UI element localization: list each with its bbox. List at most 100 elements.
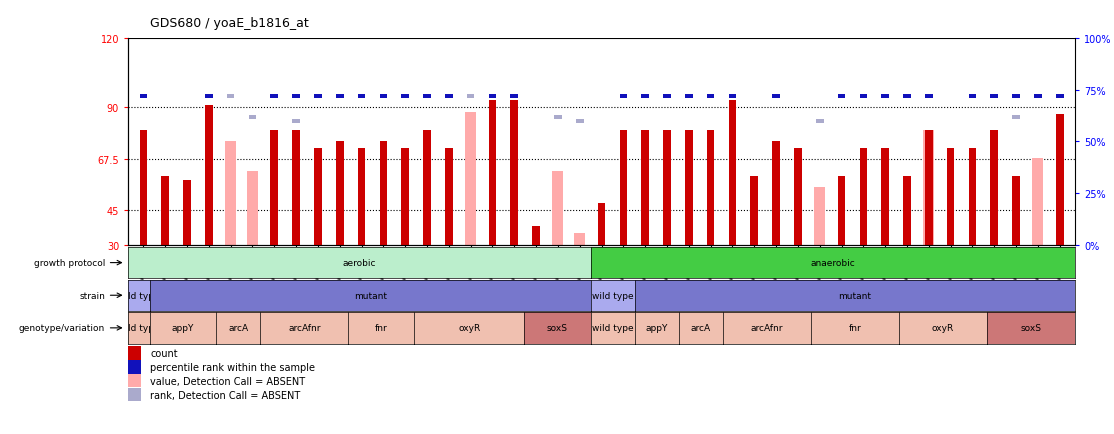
- Text: arcAfnr: arcAfnr: [289, 324, 321, 332]
- Bar: [751, 177, 759, 245]
- Bar: [706, 131, 714, 245]
- Bar: [336, 95, 343, 99]
- Bar: [925, 131, 932, 245]
- Bar: [205, 105, 213, 245]
- Bar: [1034, 95, 1042, 99]
- Text: mutant: mutant: [354, 291, 387, 300]
- Text: genotype/variation: genotype/variation: [19, 324, 105, 332]
- Text: wild type: wild type: [118, 291, 160, 300]
- Bar: [729, 101, 736, 245]
- Bar: [380, 142, 388, 245]
- Bar: [815, 119, 823, 124]
- Bar: [881, 95, 889, 99]
- Bar: [685, 95, 693, 99]
- Bar: [598, 204, 605, 245]
- Bar: [1056, 115, 1064, 245]
- Bar: [466, 112, 476, 245]
- Bar: [227, 95, 234, 99]
- Bar: [510, 101, 518, 245]
- Bar: [990, 95, 998, 99]
- Bar: [924, 131, 935, 245]
- Bar: [1013, 177, 1020, 245]
- Bar: [772, 142, 780, 245]
- Bar: [969, 95, 976, 99]
- Bar: [139, 131, 147, 245]
- Bar: [510, 95, 518, 99]
- Bar: [444, 149, 452, 245]
- Text: wild type: wild type: [592, 291, 634, 300]
- Text: wild type: wild type: [592, 324, 634, 332]
- Bar: [423, 131, 431, 245]
- Bar: [1013, 95, 1020, 99]
- Text: strain: strain: [79, 291, 105, 300]
- Bar: [248, 115, 256, 119]
- Bar: [903, 95, 911, 99]
- Bar: [814, 188, 825, 245]
- Bar: [881, 149, 889, 245]
- Text: wild type: wild type: [118, 324, 160, 332]
- Bar: [532, 227, 540, 245]
- Bar: [336, 142, 343, 245]
- Bar: [467, 95, 475, 99]
- Bar: [947, 149, 955, 245]
- Text: value, Detection Call = ABSENT: value, Detection Call = ABSENT: [150, 376, 305, 386]
- Bar: [772, 95, 780, 99]
- Bar: [860, 149, 867, 245]
- Text: count: count: [150, 348, 178, 358]
- Text: appY: appY: [172, 324, 194, 332]
- Text: percentile rank within the sample: percentile rank within the sample: [150, 362, 315, 372]
- Bar: [489, 101, 497, 245]
- Bar: [205, 95, 213, 99]
- Bar: [838, 95, 846, 99]
- Bar: [247, 172, 258, 245]
- Text: arcAfnr: arcAfnr: [751, 324, 783, 332]
- Bar: [663, 95, 671, 99]
- Bar: [990, 131, 998, 245]
- Bar: [358, 95, 365, 99]
- Text: appY: appY: [645, 324, 667, 332]
- Bar: [183, 181, 190, 245]
- Text: fnr: fnr: [375, 324, 388, 332]
- Text: aerobic: aerobic: [343, 259, 377, 267]
- Bar: [576, 119, 584, 124]
- Bar: [225, 142, 236, 245]
- Bar: [663, 131, 671, 245]
- Bar: [292, 95, 300, 99]
- Text: anaerobic: anaerobic: [810, 259, 856, 267]
- Text: GDS680 / yoaE_b1816_at: GDS680 / yoaE_b1816_at: [150, 17, 310, 30]
- Bar: [423, 95, 431, 99]
- Bar: [685, 131, 693, 245]
- Bar: [489, 95, 497, 99]
- Bar: [292, 131, 300, 245]
- Bar: [575, 234, 585, 245]
- Bar: [706, 95, 714, 99]
- Text: soxS: soxS: [547, 324, 568, 332]
- Bar: [401, 149, 409, 245]
- Bar: [729, 95, 736, 99]
- Bar: [619, 95, 627, 99]
- Text: arcA: arcA: [691, 324, 711, 332]
- Text: growth protocol: growth protocol: [33, 259, 105, 267]
- Bar: [314, 149, 322, 245]
- Text: mutant: mutant: [839, 291, 871, 300]
- Text: arcA: arcA: [228, 324, 248, 332]
- Bar: [860, 95, 867, 99]
- Bar: [271, 95, 278, 99]
- Bar: [292, 119, 300, 124]
- Bar: [1033, 158, 1044, 245]
- Text: rank, Detection Call = ABSENT: rank, Detection Call = ABSENT: [150, 390, 301, 400]
- Bar: [358, 149, 365, 245]
- Bar: [642, 131, 649, 245]
- Bar: [553, 172, 564, 245]
- Text: fnr: fnr: [849, 324, 861, 332]
- Bar: [380, 95, 388, 99]
- Bar: [444, 95, 452, 99]
- Bar: [271, 131, 278, 245]
- Bar: [162, 177, 169, 245]
- Text: oxyR: oxyR: [931, 324, 954, 332]
- Bar: [838, 177, 846, 245]
- Bar: [642, 95, 649, 99]
- Bar: [314, 95, 322, 99]
- Bar: [794, 149, 802, 245]
- Bar: [401, 95, 409, 99]
